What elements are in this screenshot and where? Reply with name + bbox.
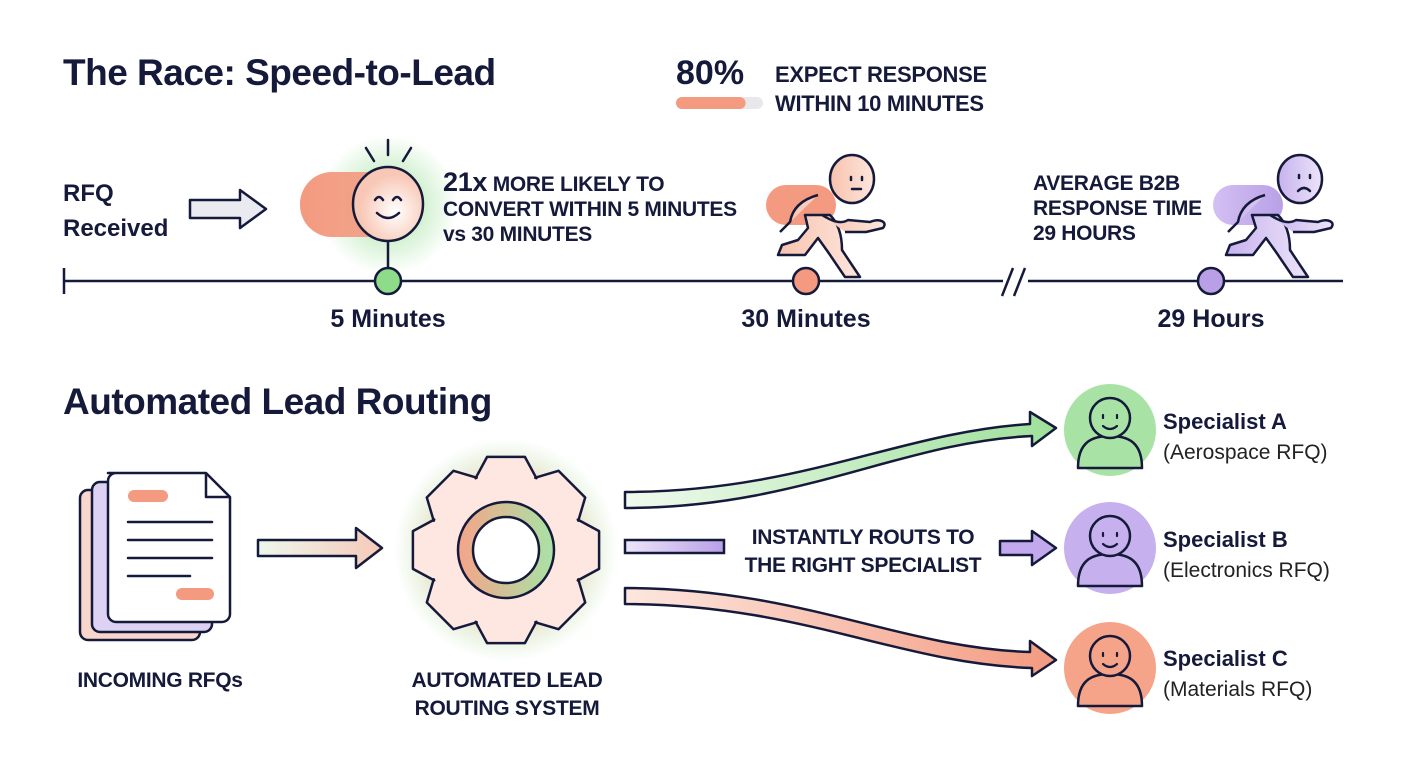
system-line-1: AUTOMATED LEAD <box>411 669 603 692</box>
callout-line-1: AVERAGE B2B <box>1033 172 1180 195</box>
milestone-label-29-hours: 29 Hours <box>1157 305 1265 333</box>
stat-line-1: EXPECT RESPONSE <box>775 62 987 87</box>
route-label: INSTANTLY ROUTS TO THE RIGHT SPECIALIST <box>745 524 982 580</box>
route-line-2: THE RIGHT SPECIALIST <box>744 554 982 577</box>
input-arrow-icon <box>256 526 384 570</box>
stat-text: EXPECT RESPONSE WITHIN 10 MINUTES <box>775 60 987 118</box>
specialist-c: Specialist C (Materials RFQ) <box>1163 643 1312 705</box>
specialist-area: (Aerospace RFQ) <box>1163 441 1328 464</box>
stat-line-2: WITHIN 10 MINUTES <box>775 91 984 116</box>
route-line-1: INSTANTLY ROUTS TO <box>751 526 975 549</box>
rfq-line-1: RFQ <box>63 180 114 207</box>
milestone-dot-30-minutes <box>791 266 821 296</box>
specialist-name: Specialist C <box>1163 646 1288 671</box>
documents-stack-icon <box>78 471 232 642</box>
happy-face-icon <box>300 135 458 275</box>
gear-icon <box>394 438 618 662</box>
callout-line-3: vs 30 MINUTES <box>443 223 592 246</box>
routing-system-label: AUTOMATED LEAD ROUTING SYSTEM <box>411 667 602 723</box>
route-arrow-a <box>623 410 1058 510</box>
callout-line-3: 29 HOURS <box>1033 222 1136 245</box>
milestone-dot-29-hours <box>1196 266 1226 296</box>
neutral-runner-icon <box>766 153 886 279</box>
specialist-area: (Electronics RFQ) <box>1163 559 1330 582</box>
milestone-dot-5-minutes <box>373 266 403 296</box>
milestone-label-5-minutes: 5 Minutes <box>330 305 446 333</box>
specialist-b: Specialist B (Electronics RFQ) <box>1163 524 1330 586</box>
routing-title: Automated Lead Routing <box>63 381 492 422</box>
system-line-2: ROUTING SYSTEM <box>414 697 600 720</box>
callout-highlight: 21x <box>443 167 488 197</box>
callout-5-minutes: 21x MORE LIKELY TO CONVERT WITHIN 5 MINU… <box>443 167 737 247</box>
route-arrow-b <box>998 529 1058 567</box>
sad-runner-icon <box>1213 153 1334 279</box>
race-title: The Race: Speed-to-Lead <box>63 52 496 93</box>
rfq-line-2: Received <box>63 215 169 242</box>
timeline-axis <box>62 267 1343 297</box>
rfq-arrow-icon <box>188 188 268 230</box>
stat-percent: 80% <box>676 54 745 92</box>
rfq-received-label: RFQ Received <box>63 176 168 246</box>
callout-line-2: CONVERT WITHIN 5 MINUTES <box>443 198 737 221</box>
callout-29-hours: AVERAGE B2B RESPONSE TIME 29 HOURS <box>1033 171 1202 246</box>
callout-line-1: MORE LIKELY TO <box>492 173 665 196</box>
incoming-rfqs-label: INCOMING RFQs <box>77 669 243 692</box>
callout-line-2: RESPONSE TIME <box>1033 197 1202 220</box>
stat-progress-bar <box>676 97 763 109</box>
milestone-label-30-minutes: 30 Minutes <box>741 305 871 333</box>
avatar-specialist-c <box>1064 622 1156 714</box>
specialist-area: (Materials RFQ) <box>1163 678 1313 701</box>
route-arrow-c <box>623 586 1058 678</box>
avatar-specialist-a <box>1064 384 1156 476</box>
specialist-name: Specialist A <box>1163 409 1287 434</box>
avatar-specialist-b <box>1064 502 1156 594</box>
route-arrow-b-start <box>623 538 726 555</box>
specialist-a: Specialist A (Aerospace RFQ) <box>1163 406 1328 468</box>
specialist-name: Specialist B <box>1163 527 1288 552</box>
